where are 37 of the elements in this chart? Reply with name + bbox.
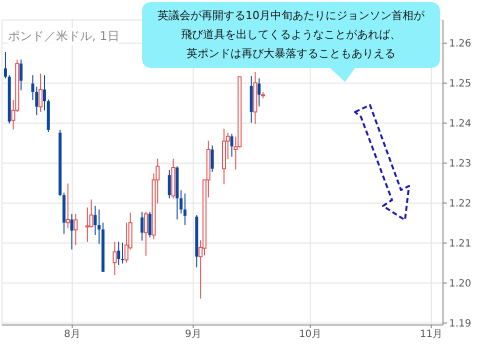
candlestick [210, 145, 214, 172]
candlestick [42, 74, 46, 111]
y-tick-label: 1.26 [449, 38, 472, 50]
candlestick [230, 133, 234, 158]
candlestick [112, 241, 117, 276]
candlestick [148, 211, 152, 238]
y-tick-label: 1.19 [449, 318, 472, 330]
y-tick-label: 1.25 [449, 78, 472, 90]
y-tick-label: 1.23 [449, 158, 472, 170]
annotation: 英ポンドは再び大暴落することもありえる [186, 46, 396, 62]
candlestick [117, 241, 120, 266]
candlestick [20, 59, 23, 91]
annotation: 英議会が再開する10月中旬あたりにジョンソン首相が [156, 8, 426, 24]
x-tick-label: 11月 [420, 329, 443, 340]
y-tick-label: 1.22 [449, 198, 472, 210]
candlestick [66, 182, 70, 229]
y-tick-label: 1.24 [449, 118, 472, 130]
candlestick [180, 190, 183, 214]
candlestick [144, 211, 148, 256]
candlestick [258, 78, 261, 107]
candlestick [38, 73, 43, 112]
x-tick-label: 10月 [298, 329, 322, 340]
candlestick [140, 211, 144, 242]
candlestick [183, 192, 186, 226]
annotation: 飛び道具を出してくるようなことがあれば、 [180, 27, 402, 43]
x-tick-label: 8月 [64, 329, 80, 340]
candlestick [94, 205, 97, 236]
candlestick [70, 213, 74, 250]
x-tick-label: 9月 [185, 329, 202, 340]
candlestick [4, 51, 7, 79]
candlestick [168, 169, 171, 199]
y-tick-label: 1.21 [449, 238, 472, 250]
candlestick [98, 208, 101, 244]
candlestick [74, 213, 78, 246]
y-tick-label: 1.20 [449, 278, 472, 290]
candlestick [121, 242, 124, 264]
text: ポンド／米ドル, 1日 [8, 28, 120, 45]
